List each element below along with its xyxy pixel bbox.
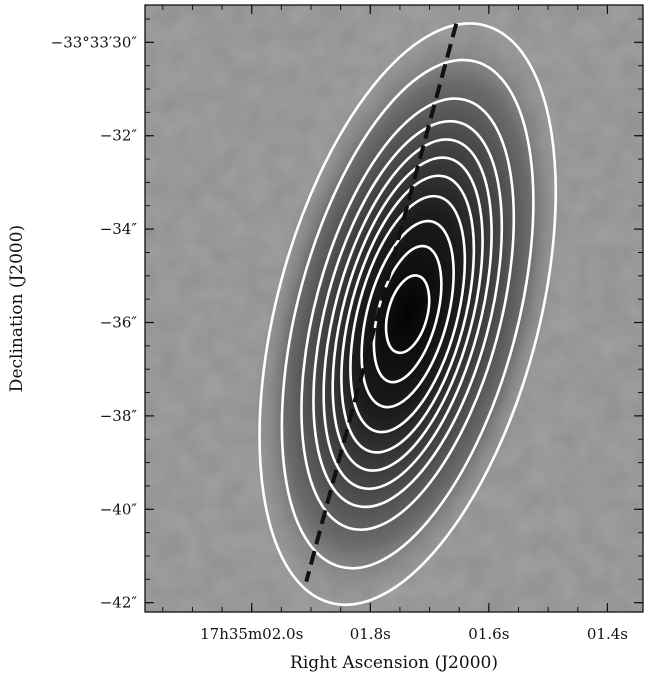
contour-level-1 xyxy=(258,22,558,607)
contour-level-3 xyxy=(300,97,516,531)
x-tick-label: 17h35m02.0s xyxy=(200,625,303,643)
contour-level-9 xyxy=(360,219,455,409)
contour-level-8 xyxy=(349,194,467,434)
contour-lines xyxy=(258,22,558,607)
y-tick-label: −38″ xyxy=(100,407,138,425)
contour-level-5 xyxy=(322,138,493,491)
contour-level-7 xyxy=(340,174,476,454)
y-tick-label: −36″ xyxy=(100,314,138,332)
contour-level-2 xyxy=(280,58,535,570)
y-axis-ticks: −33°33′30″ −32″ −34″ −36″ −38″ −40″ −42″ xyxy=(51,18,643,612)
plot-frame xyxy=(144,4,644,613)
y-tick-label: −33°33′30″ xyxy=(51,33,138,51)
emission-intensity-peak xyxy=(254,23,562,605)
y-tick-label: −34″ xyxy=(100,220,138,238)
x-axis-ticks: 17h35m02.0s 01.8s 01.6s 01.4s xyxy=(162,5,628,643)
y-tick-label: −42″ xyxy=(100,594,138,612)
y-axis-label: Declination (J2000) xyxy=(7,225,27,392)
contour-level-11 xyxy=(384,274,431,355)
x-tick-label: 01.4s xyxy=(587,625,628,643)
dashed-axis-line xyxy=(304,23,459,583)
y-tick-label: −32″ xyxy=(100,127,138,145)
contour-level-4 xyxy=(312,119,504,509)
contour-level-10 xyxy=(372,244,443,384)
x-tick-label: 01.6s xyxy=(468,625,509,643)
contour-level-6 xyxy=(331,156,484,472)
y-tick-label: −40″ xyxy=(100,500,138,518)
x-axis-label: Right Ascension (J2000) xyxy=(290,653,498,673)
plot-area: 17h35m02.0s 01.8s 01.6s 01.4s −33°33′30″ −32… xyxy=(51,4,644,643)
x-tick-label: 01.8s xyxy=(350,625,391,643)
